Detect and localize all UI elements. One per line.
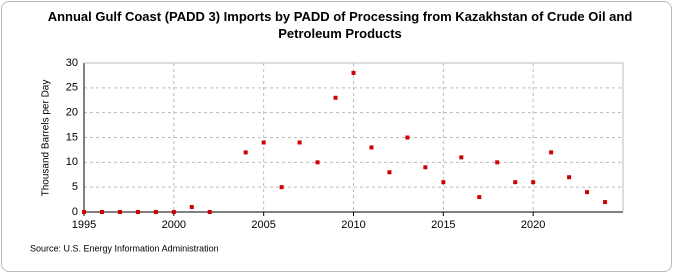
x-tick-label: 2000: [162, 219, 186, 231]
point: [297, 140, 302, 145]
y-tick-label: 30: [66, 57, 78, 69]
point: [603, 200, 608, 205]
y-axis-label: Thousand Barrels per Day: [41, 80, 52, 197]
point: [351, 70, 356, 75]
point: [279, 185, 284, 190]
point: [243, 150, 248, 155]
chart-title: Annual Gulf Coast (PADD 3) Imports by PA…: [47, 9, 633, 41]
point: [82, 210, 86, 214]
x-tick-label: 2015: [431, 219, 455, 231]
point: [459, 155, 464, 160]
point: [369, 145, 374, 150]
point: [171, 210, 176, 214]
point: [549, 150, 554, 155]
point: [531, 180, 536, 185]
x-tick-label: 2020: [521, 219, 545, 231]
point: [405, 135, 410, 140]
point: [567, 175, 572, 180]
point: [117, 210, 122, 214]
point: [315, 160, 320, 165]
x-tick-label: 1995: [72, 219, 96, 231]
y-tick-label: 25: [66, 82, 78, 94]
point: [513, 180, 518, 185]
point: [261, 140, 266, 145]
point: [333, 95, 338, 100]
point: [387, 170, 392, 175]
point: [153, 210, 158, 214]
y-tick-label: 5: [72, 181, 78, 193]
point: [495, 160, 500, 165]
frame: [1, 1, 672, 272]
point: [441, 180, 446, 185]
point: [585, 190, 590, 195]
point: [189, 205, 194, 210]
source: Source: U.S. Energy Information Administ…: [30, 243, 219, 253]
point: [423, 165, 428, 170]
x-tick-label: 2005: [251, 219, 275, 231]
point: [135, 210, 140, 214]
point: [99, 210, 104, 214]
y-tick-label: 0: [72, 206, 78, 218]
y-tick-label: 10: [66, 156, 78, 168]
y-tick-label: 15: [66, 131, 78, 143]
point: [477, 195, 482, 200]
point: [207, 210, 212, 214]
x-tick-label: 2010: [341, 219, 365, 231]
y-tick-label: 20: [66, 107, 78, 119]
